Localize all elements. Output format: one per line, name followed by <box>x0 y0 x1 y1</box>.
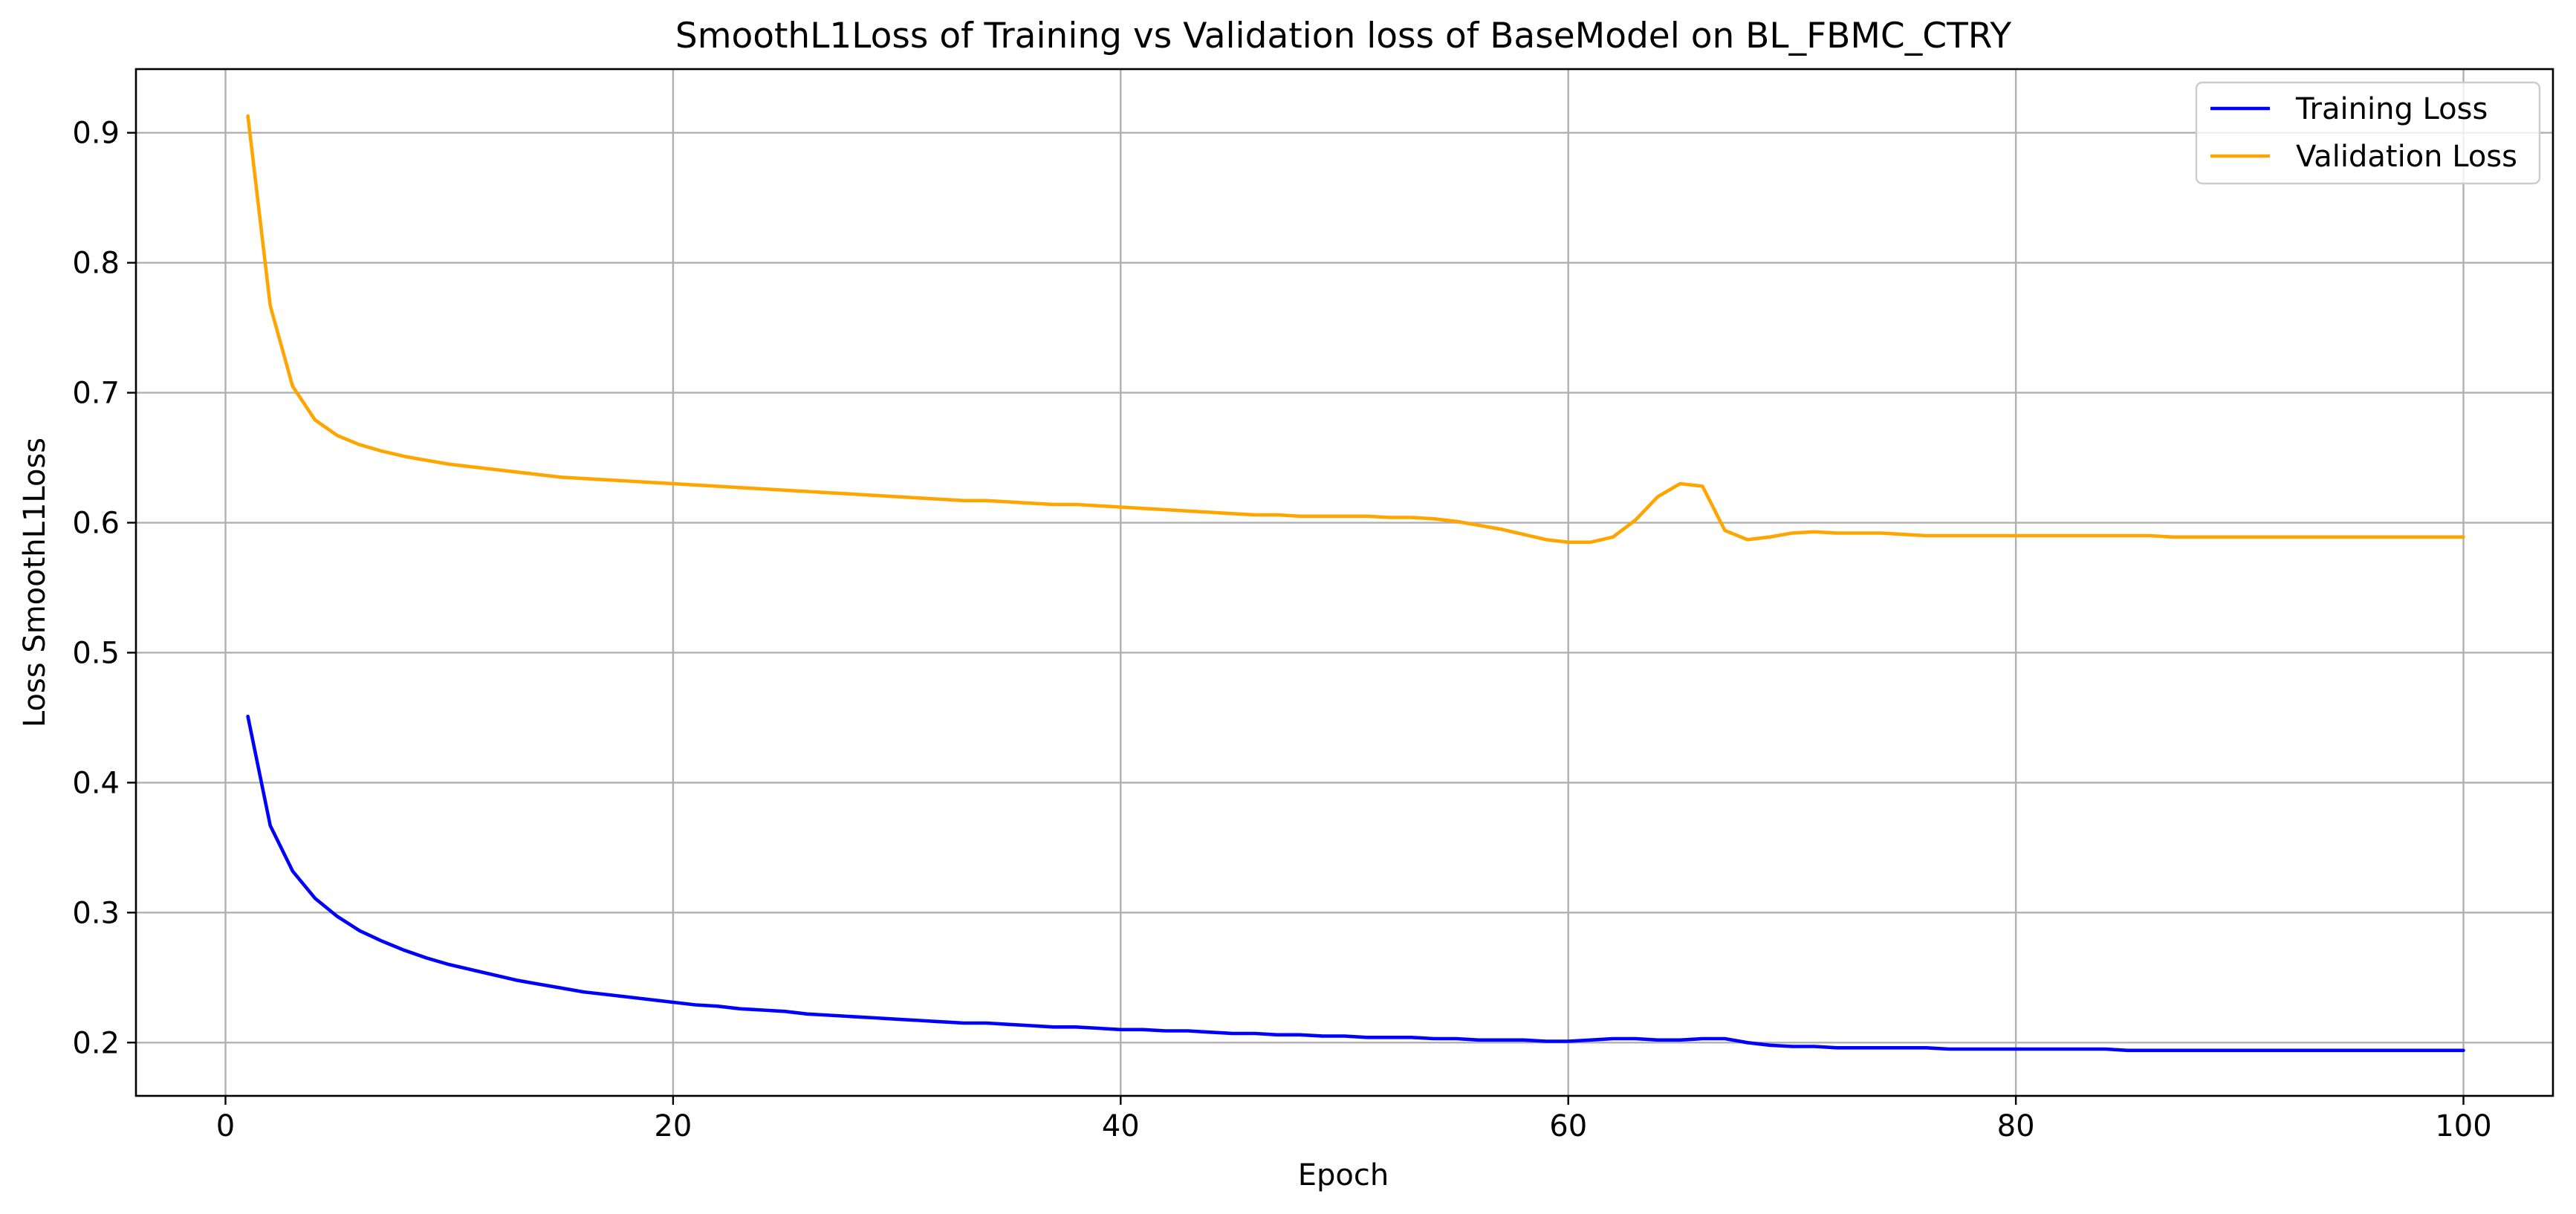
gridlines <box>136 69 2553 1096</box>
training-loss-line <box>246 714 2465 1053</box>
y-tick-label: 0.2 <box>72 1026 120 1060</box>
x-tick-label: 0 <box>216 1109 235 1143</box>
x-tick-label: 60 <box>1549 1109 1587 1143</box>
legend: Training Loss Validation Loss <box>2195 81 2541 185</box>
x-tick-label: 100 <box>2435 1109 2491 1143</box>
x-tick-label: 80 <box>1997 1109 2035 1143</box>
y-tick-label: 0.7 <box>72 377 120 411</box>
validation-loss-line <box>246 114 2465 545</box>
chart-title: SmoothL1Loss of Training vs Validation l… <box>675 16 2012 56</box>
x-axis-label: Epoch <box>1298 1158 1389 1192</box>
y-tick-label: 0.3 <box>72 896 120 930</box>
y-tick-label: 0.4 <box>72 766 120 800</box>
y-tick-label: 0.6 <box>72 507 120 541</box>
y-tick-label: 0.8 <box>72 247 120 281</box>
legend-box <box>2195 81 2541 185</box>
legend-label-validation: Validation Loss <box>2296 140 2517 174</box>
y-axis-label: Loss SmoothL1Loss <box>18 438 52 727</box>
y-tick-label: 0.5 <box>72 636 120 670</box>
legend-label-training: Training Loss <box>2295 92 2488 126</box>
y-tick-label: 0.9 <box>72 117 120 151</box>
series-layer <box>246 114 2465 1053</box>
plot-frame <box>134 68 2554 1097</box>
x-tick-label: 20 <box>654 1109 692 1143</box>
axis-ticks: 0 20 40 60 80 100 0.2 0.3 0.4 0.5 0.6 0.7 0.8 0.9 <box>72 117 2491 1143</box>
x-tick-label: 40 <box>1102 1109 1140 1143</box>
